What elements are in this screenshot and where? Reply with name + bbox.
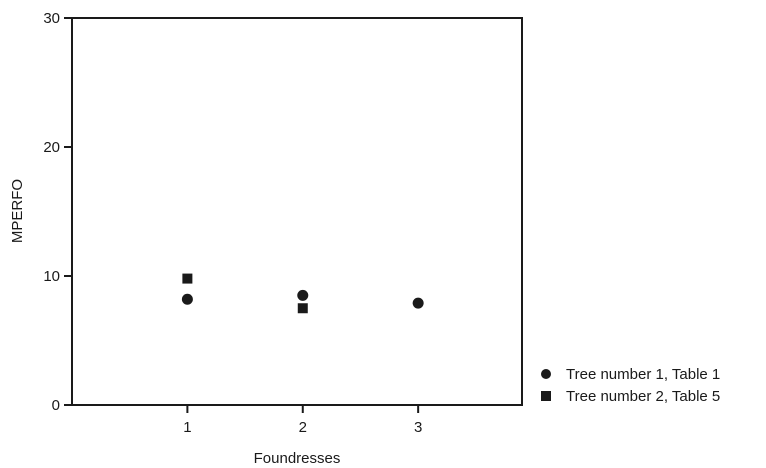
- y-tick-label: 30: [43, 10, 60, 27]
- y-tick-label: 0: [52, 397, 60, 414]
- y-tick-label: 20: [43, 139, 60, 156]
- legend-marker-circle: [541, 369, 551, 379]
- legend-marker-square: [541, 391, 551, 401]
- legend-label: Tree number 2, Table 5: [566, 388, 720, 405]
- legend-label: Tree number 1, Table 1: [566, 366, 720, 383]
- x-tick-label: 2: [299, 419, 307, 436]
- x-tick-label: 1: [183, 419, 191, 436]
- data-point-circle: [297, 289, 309, 301]
- data-point-circle: [181, 293, 193, 305]
- plot-area-frame: [71, 17, 523, 406]
- x-axis-title: Foundresses: [254, 450, 341, 467]
- y-tick-label: 10: [43, 268, 60, 285]
- data-point-square: [182, 273, 193, 284]
- data-point-square: [297, 303, 308, 314]
- x-tick-label: 3: [414, 419, 422, 436]
- y-axis-title: MPERFO: [9, 179, 26, 243]
- data-point-circle: [412, 297, 424, 309]
